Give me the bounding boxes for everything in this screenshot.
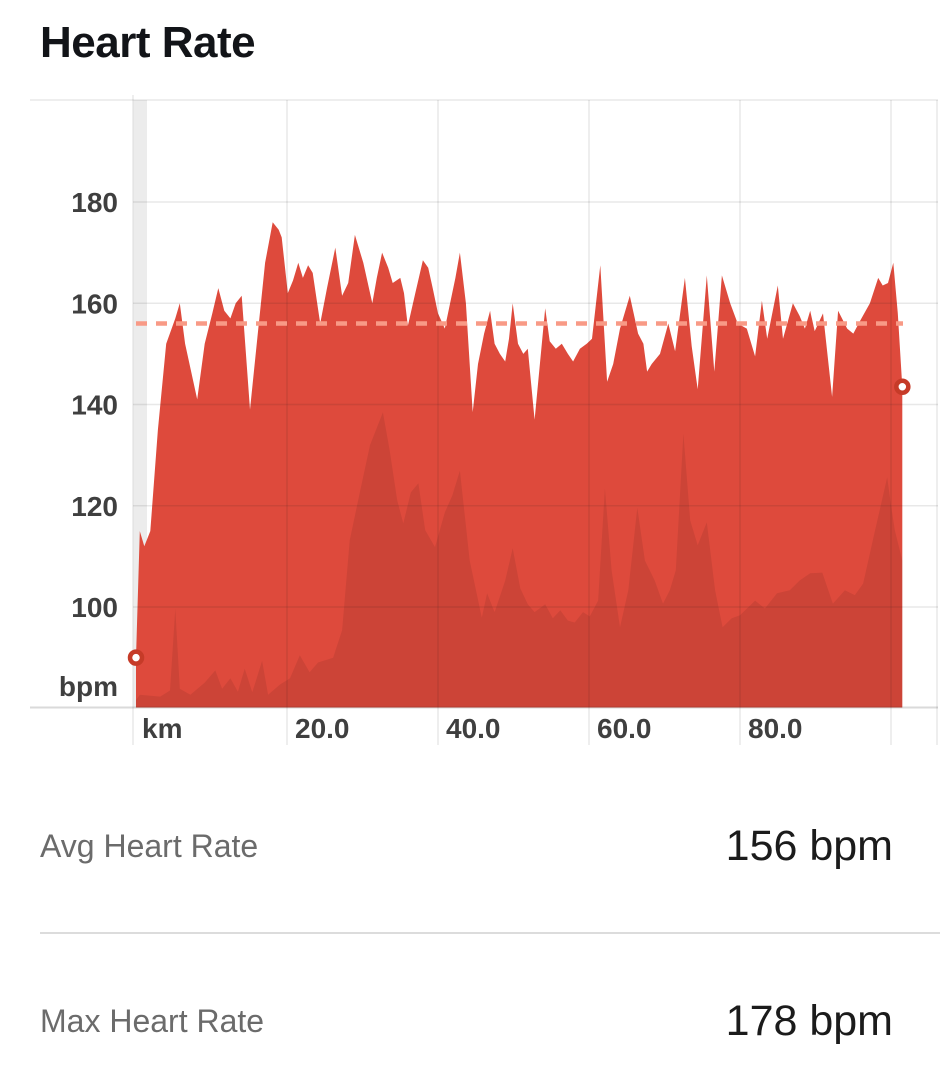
y-axis-unit-label: bpm (59, 671, 118, 702)
x-axis-unit-label: km (142, 713, 182, 744)
avg-heart-rate-label: Avg Heart Rate (40, 827, 259, 864)
x-tick-label-20.0: 20.0 (295, 713, 350, 744)
x-tick-label-40.0: 40.0 (446, 713, 501, 744)
divider (40, 932, 940, 934)
avg-heart-rate-value: 156 bpm (725, 821, 893, 870)
start-marker (127, 649, 145, 666)
stat-row-max-heart-rate: Max Heart Rate 178 bpm (40, 975, 893, 1067)
heart-rate-chart[interactable]: 180 160 140 120 100 bpm km 20.0 40.0 60.0 80.0 (0, 0, 940, 760)
y-tick-label-180: 180 (71, 187, 118, 218)
heart-rate-area (136, 222, 903, 708)
y-tick-label-160: 160 (71, 288, 118, 319)
x-tick-label-80.0: 80.0 (748, 713, 803, 744)
y-tick-label-100: 100 (71, 592, 118, 623)
max-heart-rate-value: 178 bpm (725, 996, 893, 1045)
y-tick-label-120: 120 (71, 491, 118, 522)
page-title: Heart Rate (40, 18, 256, 67)
y-tick-label-140: 140 (71, 390, 118, 421)
elevation-profile-overlay (136, 412, 903, 708)
max-heart-rate-label: Max Heart Rate (40, 1002, 265, 1039)
stat-row-avg-heart-rate: Avg Heart Rate 156 bpm (40, 800, 893, 892)
x-tick-label-60.0: 60.0 (597, 713, 652, 744)
end-marker (894, 378, 911, 396)
